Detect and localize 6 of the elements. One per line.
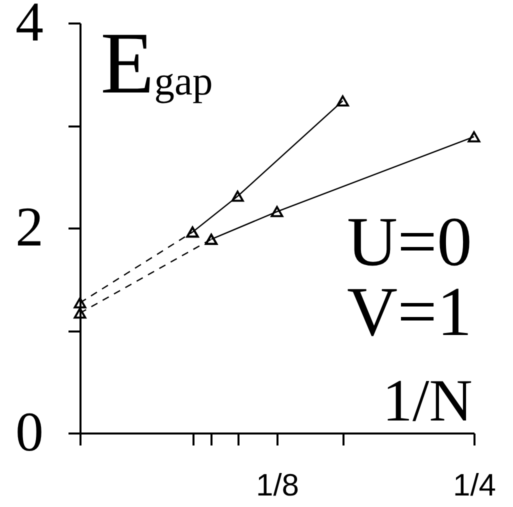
y-tick-label: 2: [16, 196, 44, 258]
x-tick-label: 1/4: [452, 468, 496, 502]
y-tick-label: 4: [16, 0, 44, 54]
y-tick-label: 0: [16, 402, 44, 464]
x-axis-title: 1/N: [382, 368, 472, 434]
x-tick-label: 1/8: [256, 468, 300, 502]
